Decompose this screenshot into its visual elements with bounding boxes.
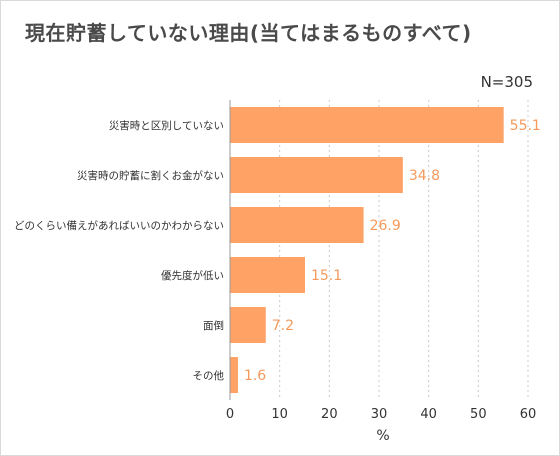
value-label: 1.6 [244, 368, 266, 384]
chart-title: 現在貯蓄していない理由(当てはまるものすべて) [25, 21, 472, 45]
x-tick-label: 50 [470, 407, 487, 422]
value-label: 34.8 [409, 168, 440, 184]
bar [230, 357, 238, 393]
category-label: どのくらい備えがあればいいのかわからない [14, 219, 224, 232]
category-label: その他 [193, 369, 225, 382]
category-label: 災害時の貯蓄に割くお金がない [77, 169, 224, 182]
x-tick-label: 0 [226, 407, 234, 422]
category-label: 面倒 [203, 320, 224, 332]
value-label: 7.2 [272, 318, 294, 334]
x-tick-label: 40 [420, 407, 437, 422]
bar [230, 157, 403, 193]
x-tick-label: 10 [271, 407, 288, 422]
x-tick-labels: 0 10 20 30 40 50 60 [226, 407, 536, 422]
category-label: 災害時と区別していない [109, 119, 224, 132]
category-labels: 災害時と区別していない災害時の貯蓄に割くお金がないどのくらい備えがあればいいのか… [14, 119, 224, 382]
value-label: 55.1 [510, 118, 541, 134]
x-tick-label: 60 [520, 407, 537, 422]
value-label: 26.9 [370, 218, 401, 234]
category-label: 優先度が低い [161, 269, 224, 282]
x-tick-label: 30 [371, 407, 388, 422]
value-label: 15.1 [311, 268, 342, 284]
bar [230, 107, 504, 143]
x-axis-title: % [376, 428, 389, 444]
grid-lines [279, 100, 529, 400]
sample-size-label: N=305 [480, 73, 533, 91]
x-tick-label: 20 [321, 407, 338, 422]
bar [230, 257, 305, 293]
bars [230, 107, 504, 393]
bar [230, 207, 364, 243]
value-labels: 55.1 34.8 26.9 15.1 7.2 1.6 [244, 118, 541, 384]
bar [230, 307, 266, 343]
